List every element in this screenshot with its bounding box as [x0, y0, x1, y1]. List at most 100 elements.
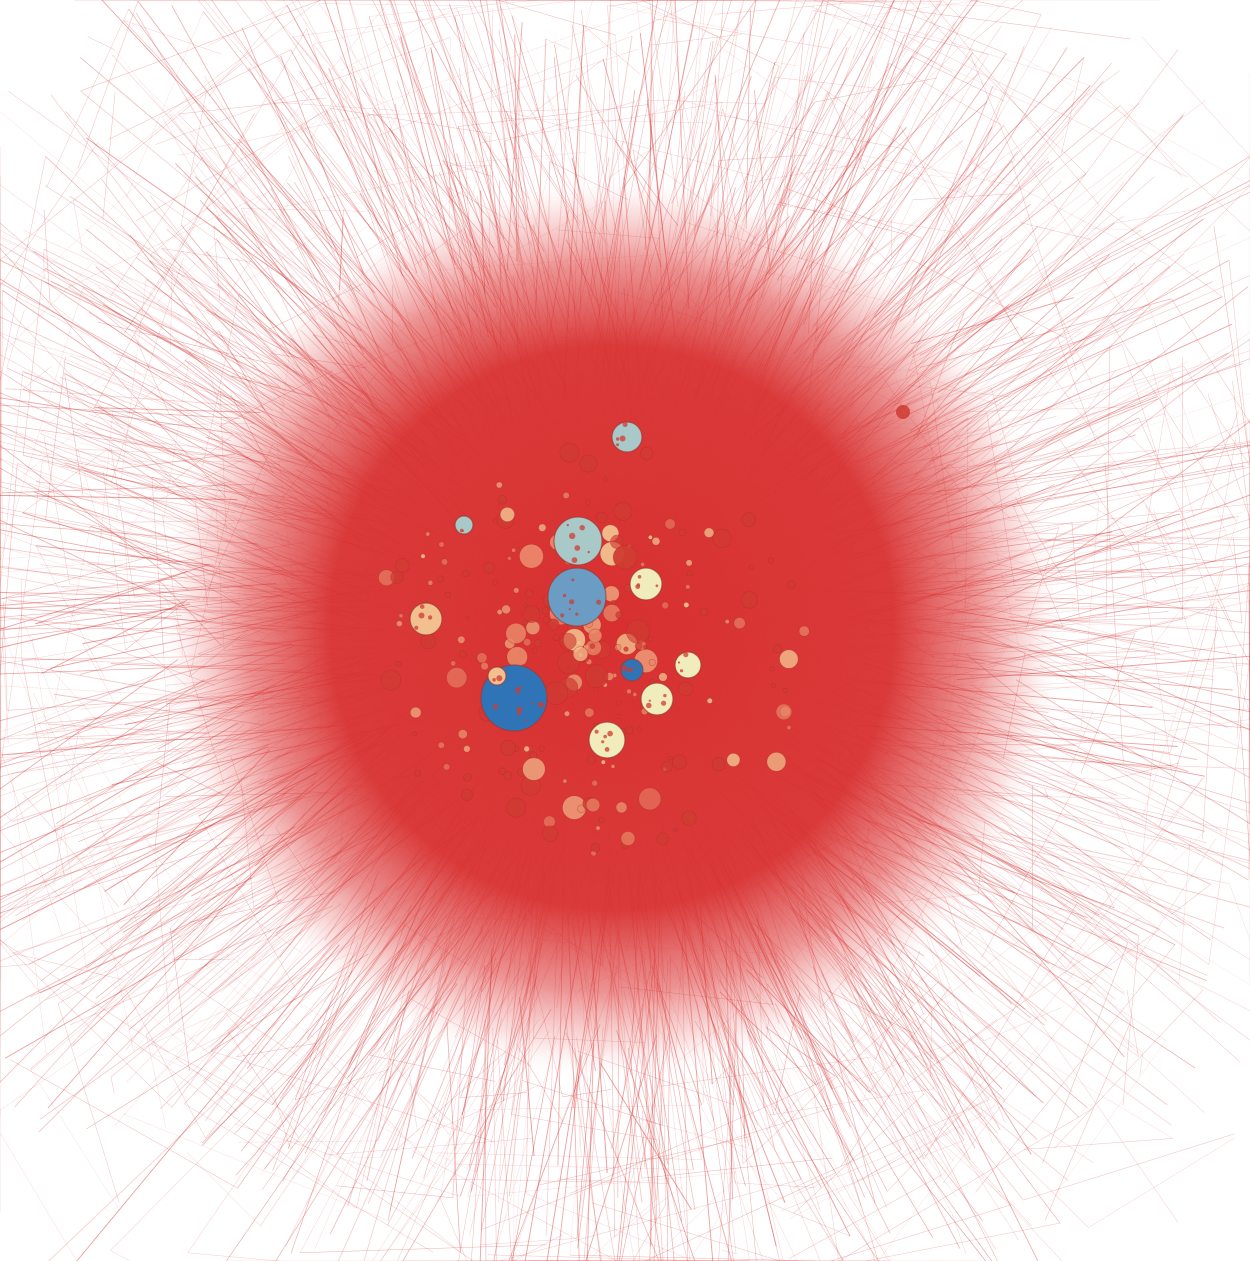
hub-speckle: [525, 719, 527, 721]
small-node: [481, 662, 489, 670]
edge: [984, 1008, 1062, 1041]
edge: [10, 1060, 237, 1189]
edge: [1142, 36, 1250, 156]
small-node: [396, 621, 402, 627]
small-node: [396, 661, 401, 666]
edge: [46, 9, 128, 187]
hub-speckle: [683, 652, 688, 657]
edge: [138, 1, 360, 291]
small-node: [421, 634, 436, 649]
edge: [88, 37, 115, 50]
edge: [1096, 90, 1250, 232]
small-node: [616, 802, 627, 813]
small-node: [585, 665, 608, 688]
edge: [975, 945, 1175, 1193]
edge: [775, 62, 797, 65]
edge: [647, 100, 764, 104]
edge: [1054, 990, 1203, 1149]
edge: [831, 1205, 1011, 1261]
edge: [1069, 929, 1160, 994]
edge: [1024, 760, 1250, 769]
hub-speckle: [492, 678, 496, 682]
small-node: [599, 817, 605, 823]
edge: [1214, 226, 1250, 462]
edge: [1233, 538, 1242, 623]
edge: [924, 930, 993, 1144]
edge: [929, 0, 1099, 205]
edge: [1003, 287, 1248, 478]
small-node: [560, 443, 579, 462]
hub-speckle: [616, 443, 619, 446]
edge: [179, 1029, 461, 1252]
edge: [81, 0, 321, 91]
small-node: [464, 774, 472, 782]
small-node: [381, 670, 401, 690]
edge: [1089, 1138, 1235, 1228]
edge: [919, 235, 1225, 356]
small-node: [621, 832, 635, 846]
edge: [162, 0, 320, 117]
small-node: [713, 529, 732, 548]
edge: [1201, 411, 1239, 509]
hub-speckle: [678, 661, 680, 663]
small-node: [458, 730, 467, 739]
edge: [944, 192, 1250, 344]
small-node: [687, 571, 692, 576]
small-node: [526, 590, 533, 597]
edge: [0, 943, 40, 993]
small-node: [643, 645, 647, 649]
edge: [49, 973, 352, 1261]
hub-speckle: [569, 608, 571, 610]
hub-speckle: [414, 626, 418, 630]
edge: [970, 55, 1014, 161]
edge: [796, 0, 1038, 108]
hub-speckle: [605, 747, 610, 752]
edge: [1106, 211, 1222, 297]
edge: [747, 1031, 850, 1236]
small-node: [639, 788, 661, 810]
hub-node: [488, 667, 506, 685]
small-node: [498, 495, 507, 504]
small-node: [633, 692, 637, 696]
edge: [1229, 884, 1250, 940]
edge: [0, 425, 3, 530]
edge: [970, 0, 1041, 15]
edge: [319, 4, 469, 6]
small-node: [707, 698, 712, 703]
hub-speckle: [563, 594, 566, 597]
edge: [473, 1105, 702, 1110]
small-node: [611, 600, 616, 605]
small-node: [580, 455, 597, 472]
edge: [1004, 126, 1126, 314]
small-node: [553, 634, 559, 640]
edge: [793, 1100, 990, 1189]
small-node: [679, 682, 693, 696]
edge: [44, 209, 50, 302]
hub-node: [455, 516, 473, 534]
small-node: [461, 789, 472, 800]
hub-node: [548, 568, 606, 626]
small-node: [662, 761, 673, 772]
small-node: [616, 714, 621, 719]
edge: [77, 945, 340, 1261]
small-node: [587, 756, 595, 764]
small-node: [506, 623, 526, 643]
small-node: [464, 746, 471, 753]
edge: [1043, 943, 1128, 1163]
small-node: [635, 642, 642, 649]
edge: [513, 1235, 562, 1261]
small-node: [727, 753, 740, 766]
hub-speckle: [638, 575, 642, 579]
hub-speckle: [623, 422, 628, 427]
small-node: [439, 542, 445, 548]
edge: [1229, 260, 1250, 467]
edge: [384, 1051, 450, 1136]
hub-speckle: [496, 675, 502, 681]
edge: [238, 1141, 378, 1142]
edge: [814, 0, 1091, 86]
edge: [843, 963, 1019, 1240]
edge: [610, 0, 654, 6]
edge: [497, 0, 615, 35]
small-node: [413, 732, 417, 736]
edge: [83, 644, 116, 705]
